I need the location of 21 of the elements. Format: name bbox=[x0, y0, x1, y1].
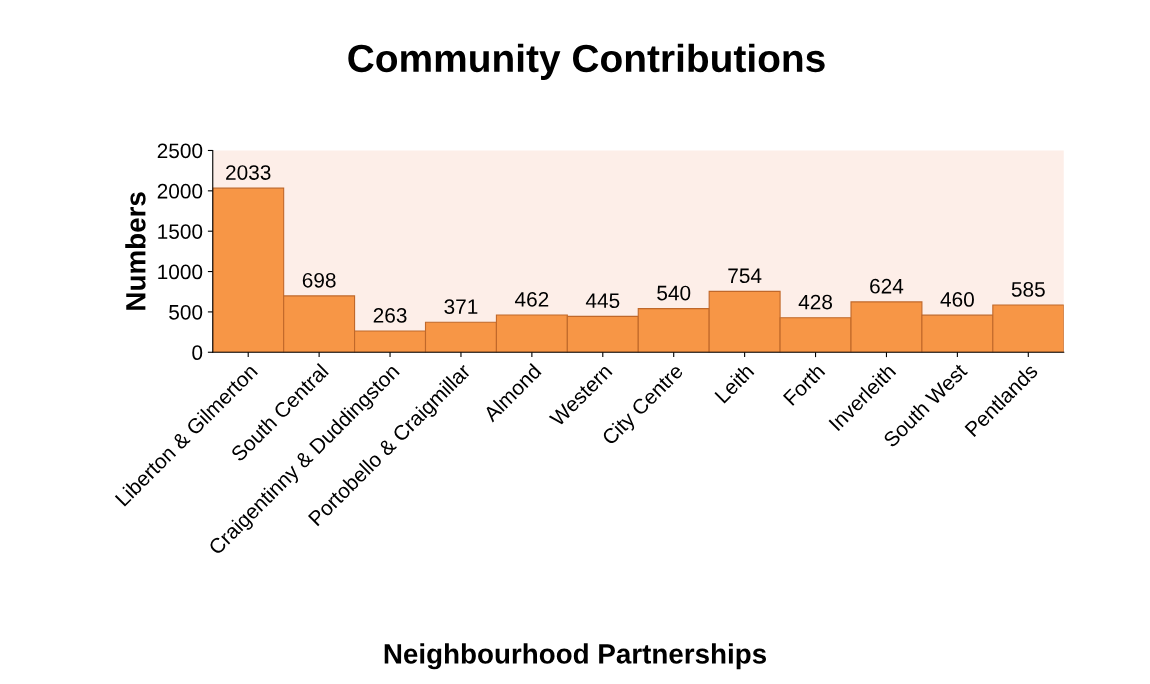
y-tick-label: 500 bbox=[169, 304, 203, 320]
y-axis-title: Numbers bbox=[125, 192, 146, 310]
x-axis-title: Neighbourhood Partnerships bbox=[384, 643, 767, 670]
data-label: 698 bbox=[302, 272, 336, 288]
y-tick-label: 2000 bbox=[157, 183, 203, 199]
chart-title: Community Contributions bbox=[348, 43, 825, 80]
y-tick-label: 1000 bbox=[158, 264, 203, 280]
y-tick-label: 1500 bbox=[158, 224, 203, 239]
data-label: 540 bbox=[657, 285, 691, 301]
data-label: 371 bbox=[444, 299, 478, 315]
data-label: 624 bbox=[870, 278, 904, 294]
data-label: 460 bbox=[940, 292, 974, 307]
data-label: 462 bbox=[514, 291, 549, 307]
data-label: 754 bbox=[728, 268, 762, 284]
y-tick-label: 2500 bbox=[157, 143, 203, 159]
data-label: 263 bbox=[373, 308, 407, 323]
data-label: 445 bbox=[585, 293, 620, 309]
y-tick-label: 0 bbox=[192, 345, 203, 361]
data-label: 2033 bbox=[226, 165, 271, 180]
data-label: 585 bbox=[1011, 282, 1045, 297]
data-label: 428 bbox=[798, 294, 833, 310]
